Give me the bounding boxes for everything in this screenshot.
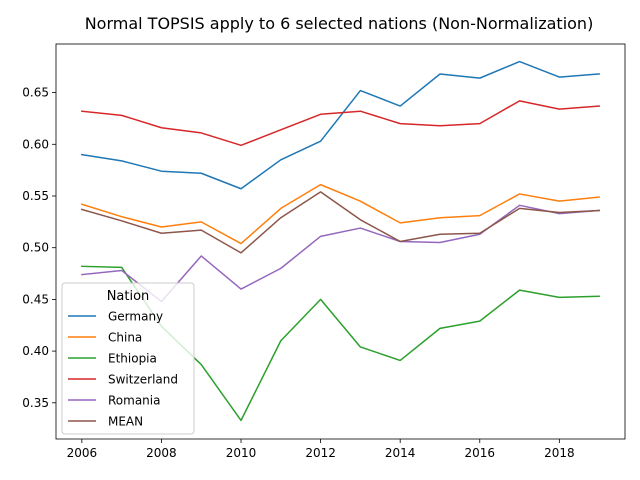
series-line-germany — [81, 60, 600, 190]
legend-label: Ethiopia — [108, 352, 157, 366]
y-tick-label: 0.55 — [22, 189, 49, 203]
legend-label: MEAN — [108, 415, 143, 429]
series-line-mean — [80, 191, 600, 254]
y-tick-label: 0.35 — [22, 396, 49, 410]
x-tick-label: 2018 — [544, 446, 575, 460]
y-tick-label: 0.60 — [22, 137, 49, 151]
x-tick-label: 2016 — [464, 446, 495, 460]
legend-box — [61, 282, 195, 435]
legend-label: Switzerland — [108, 373, 178, 387]
legend: Nation Germany China Ethiopia Switzerland Ro… — [61, 282, 195, 435]
chart-title: Normal TOPSIS apply to 6 selected nation… — [85, 14, 594, 33]
series-line-china — [80, 183, 600, 245]
x-tick-label: 2008 — [146, 446, 177, 460]
x-tick-label: 2014 — [385, 446, 416, 460]
legend-label: China — [108, 331, 142, 345]
x-axis: 2006 2008 2010 2012 2014 2016 2018 — [67, 439, 575, 460]
y-tick-label: 0.45 — [22, 292, 49, 306]
x-tick-label: 2006 — [67, 446, 98, 460]
y-tick-label: 0.65 — [22, 86, 49, 100]
y-axis: 0.35 0.40 0.45 0.50 0.55 0.60 0.65 — [22, 86, 56, 410]
legend-title: Nation — [107, 289, 150, 304]
plot-frame — [55, 43, 626, 440]
x-tick-label: 2012 — [305, 446, 336, 460]
legend-label: Romania — [108, 394, 160, 408]
legend-items: Germany China Ethiopia Switzerland Romania ME… — [68, 310, 178, 429]
y-tick-label: 0.50 — [22, 241, 49, 255]
legend-label: Germany — [108, 310, 163, 324]
y-tick-label: 0.40 — [22, 344, 49, 358]
x-tick-label: 2010 — [226, 446, 257, 460]
series-line-switzerland — [81, 100, 600, 147]
